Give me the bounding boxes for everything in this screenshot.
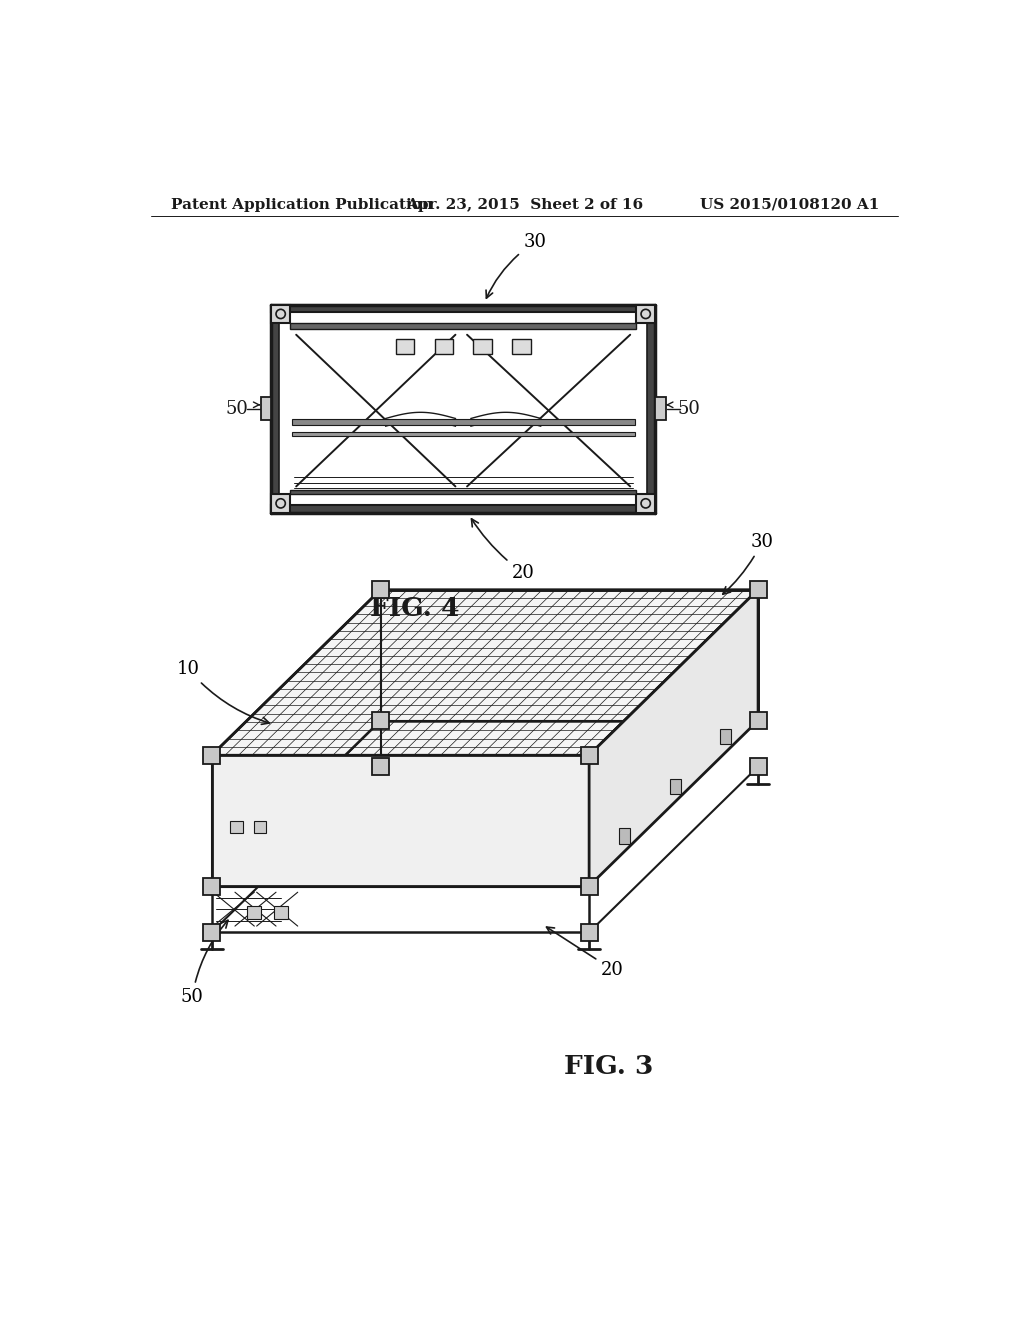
Bar bbox=[292, 432, 635, 436]
Text: 20: 20 bbox=[547, 927, 624, 978]
Text: 50: 50 bbox=[226, 400, 249, 417]
Bar bbox=[721, 729, 731, 744]
Text: 30: 30 bbox=[723, 533, 773, 594]
Bar bbox=[636, 494, 655, 512]
Bar bbox=[290, 323, 636, 330]
Bar bbox=[271, 305, 290, 323]
Bar bbox=[248, 907, 261, 919]
Text: 50: 50 bbox=[181, 920, 228, 1006]
Bar bbox=[203, 747, 220, 763]
Polygon shape bbox=[589, 590, 758, 886]
Bar bbox=[434, 339, 453, 354]
Bar bbox=[372, 711, 389, 729]
Bar bbox=[512, 339, 530, 354]
Bar bbox=[372, 581, 389, 598]
Bar bbox=[395, 339, 415, 354]
Text: 50: 50 bbox=[678, 400, 700, 417]
Bar bbox=[581, 747, 598, 763]
Text: 30: 30 bbox=[486, 232, 547, 298]
Text: Apr. 23, 2015  Sheet 2 of 16: Apr. 23, 2015 Sheet 2 of 16 bbox=[407, 198, 643, 211]
Bar bbox=[750, 711, 767, 729]
Bar bbox=[260, 397, 271, 420]
Bar bbox=[254, 821, 266, 833]
Bar bbox=[581, 878, 598, 895]
Text: US 2015/0108120 A1: US 2015/0108120 A1 bbox=[700, 198, 880, 211]
Polygon shape bbox=[212, 755, 589, 886]
Bar bbox=[647, 305, 655, 512]
Bar bbox=[750, 581, 767, 598]
Text: FIG. 3: FIG. 3 bbox=[564, 1055, 653, 1080]
Bar bbox=[290, 490, 636, 494]
Bar bbox=[292, 420, 635, 425]
Text: 20: 20 bbox=[471, 519, 535, 582]
Bar bbox=[271, 506, 655, 512]
Bar bbox=[271, 305, 655, 313]
Bar bbox=[230, 821, 243, 833]
Text: Patent Application Publication: Patent Application Publication bbox=[171, 198, 432, 211]
Bar bbox=[750, 758, 767, 775]
Bar bbox=[581, 924, 598, 941]
Bar bbox=[655, 397, 666, 420]
Bar bbox=[203, 878, 220, 895]
Text: 10: 10 bbox=[177, 660, 269, 725]
Bar bbox=[274, 907, 289, 919]
Bar bbox=[271, 305, 280, 512]
Bar bbox=[372, 758, 389, 775]
Bar bbox=[636, 305, 655, 323]
Bar bbox=[620, 829, 630, 843]
Bar bbox=[203, 924, 220, 941]
Bar bbox=[473, 339, 492, 354]
Text: FIG. 4: FIG. 4 bbox=[370, 597, 460, 622]
Polygon shape bbox=[212, 590, 758, 755]
Bar bbox=[271, 494, 290, 512]
Bar bbox=[670, 779, 681, 795]
